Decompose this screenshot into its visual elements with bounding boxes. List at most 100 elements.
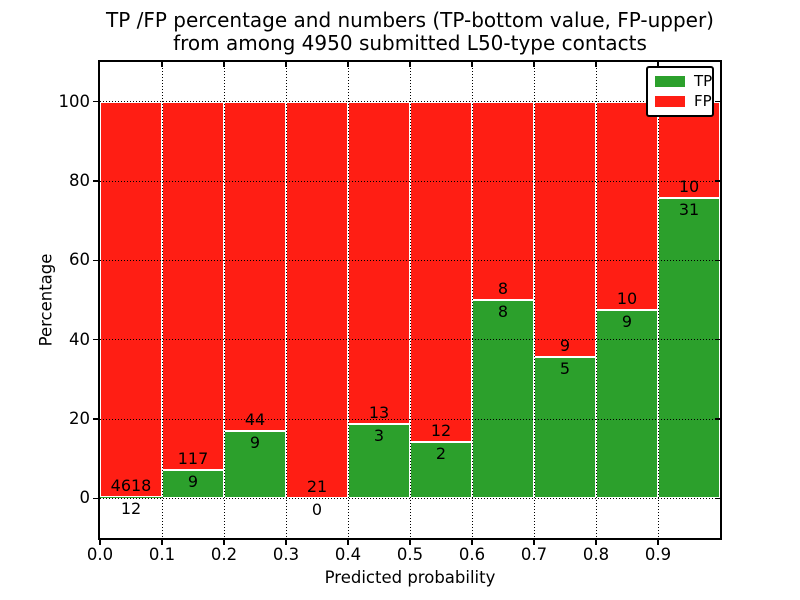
legend-item-label: TP [694,72,713,90]
bar-segment-fp [410,101,472,442]
x-tick-label: 0.0 [86,545,114,564]
x-tick [223,540,225,545]
annotations-layer: 4618 12 117 9 44 9 21 0 13 3 12 2 8 8 9 5 10 9 10 31 [100,62,720,538]
x-tick [285,540,287,545]
gridline-horizontal [100,180,720,182]
fp-count-label: 44 [244,409,266,429]
y-tick-label: 0 [79,488,91,508]
x-tick-label: 0.5 [396,545,424,564]
bar-segment-fp [162,101,224,470]
x-tick-top [657,62,659,67]
x-tick-label: 0.8 [582,545,610,564]
bar-segment-tp [100,497,162,499]
gridline-vertical [657,62,659,538]
x-axis-label: Predicted probability [324,568,496,587]
x-tick-label: 0.6 [458,545,486,564]
y-tick-right [715,259,720,262]
chart-title-line1: TP /FP percentage and numbers (TP-bottom… [106,8,714,32]
x-tick-top [409,62,411,67]
legend-item: TP [648,73,712,90]
gridline-vertical [533,62,535,538]
x-tick-top [533,62,535,67]
legend-swatch [655,76,685,87]
tp-count-label: 5 [559,358,571,378]
bar-segment-tp [472,300,534,499]
fp-count-label: 117 [177,449,209,468]
y-tick-label: 80 [69,171,90,190]
legend-item: FP [648,93,712,110]
legend: TP FP [646,66,714,117]
tp-count-label: 3 [373,425,385,445]
x-tick [533,540,535,545]
x-tick [347,540,349,545]
y-tick-label: 20 [69,409,90,428]
x-tick [409,540,411,545]
tp-count-label: 31 [678,200,700,220]
fp-count-label: 9 [559,335,571,355]
x-tick-label: 0.3 [272,545,300,564]
y-tick-label: 60 [69,250,90,270]
chart-title: TP /FP percentage and numbers (TP-bottom… [98,9,722,55]
y-tick-right [715,180,720,182]
y-tick [93,259,98,262]
bar-segment-fp [596,101,658,311]
fp-count-label: 13 [368,402,390,422]
y-tick-label: 100 [58,91,91,111]
ticks-layer: 0.0 0.1 0.2 0.3 0.4 0.5 0.6 0.7 0.8 0.9 0 20 40 60 80 1… [59,62,720,564]
bar-segment-fp [224,101,286,431]
fp-count-label: 10 [678,177,700,197]
grid-layer [100,62,720,538]
x-tick [595,540,597,545]
bar-segment-fp [100,101,162,498]
fp-count-label: 12 [430,420,452,440]
y-tick-right [715,497,720,500]
x-tick [657,540,659,545]
bar-segment-fp [348,101,410,424]
legend-swatch [655,96,685,107]
tp-count-label: 9 [249,432,261,452]
x-tick-label: 0.7 [520,545,548,564]
bar-segment-fp [658,101,720,199]
gridline-horizontal [100,101,720,103]
x-tick-label: 0.2 [210,545,238,564]
gridline-vertical [347,62,349,538]
tp-count-label: 0 [311,500,323,520]
gridline-vertical [285,62,287,538]
fp-count-label: 21 [306,477,328,497]
x-tick-top [595,62,597,67]
y-tick [93,418,98,420]
fp-count-label: 10 [616,289,638,309]
tp-count-label: 9 [187,472,199,491]
y-tick [93,180,98,182]
bar-segment-tp [348,423,410,499]
gridline-vertical [471,62,473,538]
x-tick-top [285,62,287,67]
x-tick [471,540,473,545]
plot-area: 4618 12 117 9 44 9 21 0 13 3 12 2 8 8 9 5 10 9 10 31 0.0 0.1… [59,60,722,587]
fp-count-label: 8 [497,279,509,298]
y-tick [93,497,98,500]
gridline-horizontal [100,259,720,261]
x-tick [99,540,101,545]
y-tick [93,338,98,341]
bars-layer [100,62,720,538]
x-tick-label: 0.9 [644,545,672,564]
gridline-horizontal [100,339,720,341]
bar-segment-fp [472,101,534,300]
chart-title-line2: from among 4950 submitted L50-type conta… [173,31,647,55]
x-tick-top [347,62,349,67]
tp-count-label: 9 [621,312,633,332]
tp-count-label: 2 [435,443,447,463]
gridline-vertical [223,62,225,538]
fp-count-label: 4618 [110,476,152,496]
x-tick-top [471,62,473,67]
gridline-vertical [161,62,163,538]
bar-segment-fp [286,101,348,499]
y-tick-right [715,100,720,103]
bar-segment-tp [224,430,286,499]
gridline-vertical [595,62,597,538]
gridline-horizontal [100,418,720,420]
gridline-vertical [409,62,411,538]
y-tick [93,100,98,103]
gridline-horizontal [100,497,720,499]
